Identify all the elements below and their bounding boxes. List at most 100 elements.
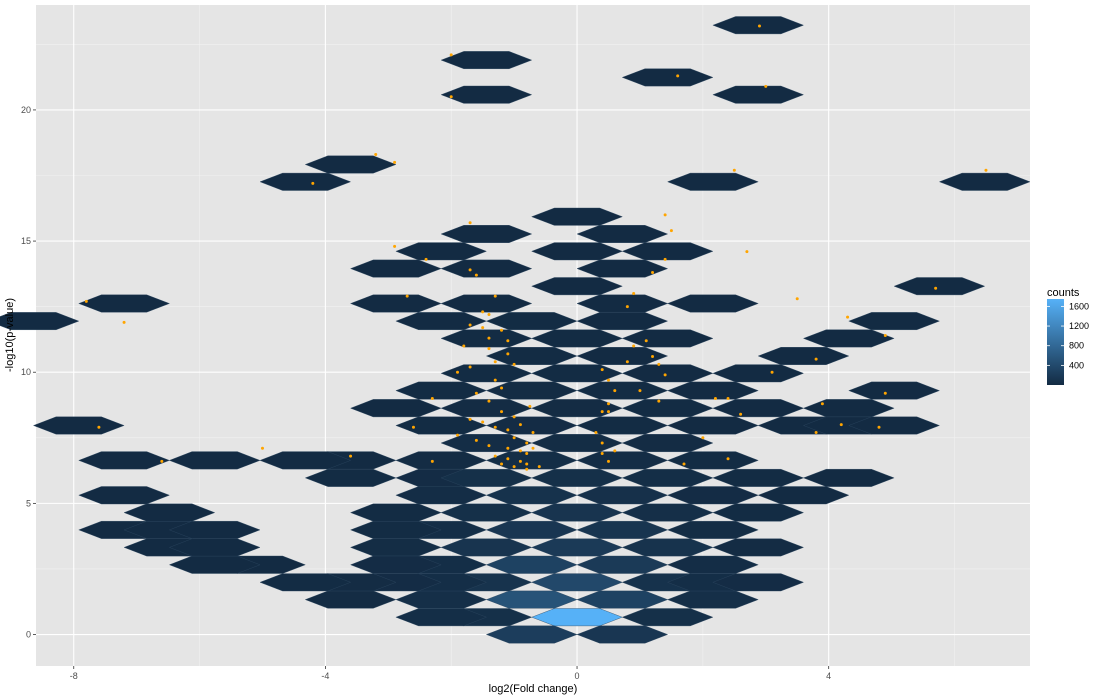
highlight-point [393,244,397,248]
hexbin-cell [350,259,442,278]
highlight-point [493,294,497,298]
highlight-point [713,396,717,400]
highlight-point [606,378,610,382]
hexbin-cell [78,451,170,470]
highlight-point [770,370,774,374]
highlight-point [500,328,504,332]
hexbin-cell [440,294,533,313]
highlight-point [600,452,604,456]
highlight-point [487,444,491,448]
hexbin-cell [531,207,623,226]
highlight-point [468,221,472,225]
highlight-point [474,391,478,395]
highlight-point [839,423,843,427]
legend-title: counts [1047,287,1080,299]
hexbin-cell [712,85,805,104]
hexbin-cell [848,381,940,400]
highlight-point [613,449,617,453]
highlight-point [984,168,988,172]
highlight-point [512,436,516,440]
hexbin-layer [0,16,1031,644]
highlight-point [97,425,101,429]
legend-colorbar [1047,299,1064,385]
highlight-point [663,373,667,377]
hexbin-cell [667,294,759,313]
highlight-point [468,323,472,327]
hexbin-cell [259,451,352,470]
legend-tick-label: 800 [1069,341,1084,351]
highlight-point [311,181,315,185]
hexbin-cell [440,225,533,243]
highlight-point [600,441,604,445]
highlight-point [657,362,661,366]
highlight-point [487,399,491,403]
highlight-point [651,271,655,275]
highlight-point [518,459,522,463]
highlight-point [676,74,680,78]
highlight-point [468,365,472,369]
highlight-point [474,438,478,442]
highlight-point [632,344,636,348]
highlight-point [613,389,617,393]
highlight-point [701,436,705,440]
highlight-point [606,410,610,414]
hexbin-cell [757,347,850,365]
highlight-point [122,320,126,324]
highlight-point [518,449,522,453]
highlight-point [449,95,453,99]
highlight-point [493,454,497,458]
highlight-point [430,459,434,463]
x-axis-title: log2(Fold change) [489,683,578,695]
highlight-point [625,360,629,364]
highlight-point [814,431,818,435]
highlight-point [525,462,529,466]
highlight-point [525,467,529,471]
highlight-point [663,213,667,217]
hexbin-cell [350,294,442,313]
hexbin-cell [621,608,714,627]
highlight-point [644,339,648,343]
highlight-point [493,360,497,364]
legend: counts 400 800 1200 1600 [1047,287,1089,385]
y-tick-label: 20 [21,105,31,115]
highlight-point [726,396,730,400]
legend-ticks: 400 800 1200 1600 [1047,301,1089,370]
highlight-point [84,299,88,303]
highlight-point [500,462,504,466]
legend-tick-label: 400 [1069,360,1084,370]
highlight-point [594,431,598,435]
highlight-point [531,446,535,450]
highlight-point [424,257,428,261]
highlight-point [405,294,409,298]
highlight-point [820,402,824,406]
highlight-point [456,370,460,374]
x-tick-label: 4 [826,671,831,681]
highlight-point [739,412,743,416]
highlight-point [682,462,686,466]
highlight-point [518,423,522,427]
highlight-point [525,441,529,445]
highlight-point [411,425,415,429]
highlight-point [512,465,516,469]
hexbin-cell [440,51,533,70]
highlight-point [481,310,485,314]
highlight-point [669,229,673,233]
hexbin-cell [712,16,805,35]
y-tick-label: 10 [21,367,31,377]
highlight-point [493,425,497,429]
highlight-point [732,168,736,172]
hexbin-cell [32,416,125,435]
highlight-point [487,336,491,340]
highlight-point [456,433,460,437]
hexbin-cell [667,172,759,191]
x-tick-label: -8 [70,671,78,681]
hexbin-cell [350,503,442,522]
highlight-point [260,446,264,450]
highlight-point [795,297,799,301]
highlight-point [462,344,466,348]
highlight-point [506,457,510,461]
significant-points-layer [84,24,988,471]
highlight-point [493,378,497,382]
highlight-point [531,431,535,435]
